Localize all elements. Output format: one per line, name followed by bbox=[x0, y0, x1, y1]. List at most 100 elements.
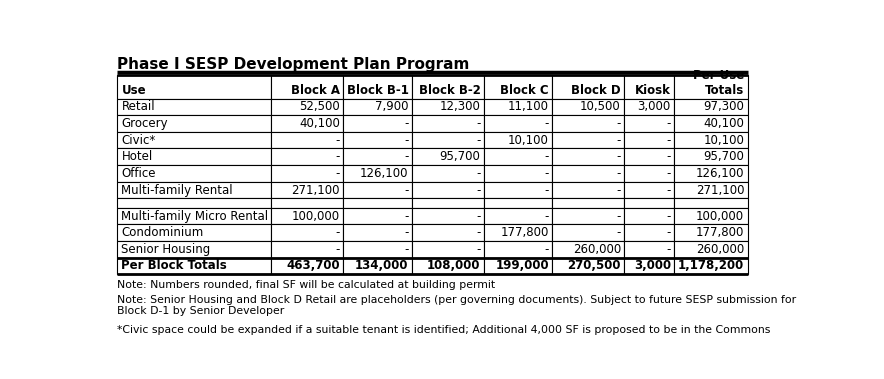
Bar bbox=[624, 182, 674, 198]
Text: -: - bbox=[667, 117, 671, 130]
Text: -: - bbox=[476, 167, 481, 180]
Bar bbox=[412, 132, 484, 149]
Text: 11,100: 11,100 bbox=[508, 100, 549, 113]
Bar bbox=[624, 165, 674, 182]
Bar bbox=[344, 224, 412, 241]
Text: Grocery: Grocery bbox=[121, 117, 168, 130]
Bar bbox=[271, 99, 344, 115]
Bar bbox=[271, 224, 344, 241]
Text: -: - bbox=[667, 150, 671, 163]
Bar bbox=[552, 165, 624, 182]
Bar bbox=[271, 132, 344, 149]
Text: 97,300: 97,300 bbox=[704, 100, 744, 113]
Text: 7,900: 7,900 bbox=[375, 100, 408, 113]
Bar bbox=[624, 198, 674, 208]
Bar bbox=[674, 149, 748, 165]
Bar bbox=[118, 224, 271, 241]
Text: -: - bbox=[667, 226, 671, 239]
Bar bbox=[271, 258, 344, 274]
Bar bbox=[412, 165, 484, 182]
Bar bbox=[344, 182, 412, 198]
Bar bbox=[412, 198, 484, 208]
Text: Block B-1: Block B-1 bbox=[347, 84, 408, 97]
Text: 40,100: 40,100 bbox=[704, 117, 744, 130]
Text: -: - bbox=[476, 243, 481, 256]
Text: Note: Numbers rounded, final SF will be calculated at building permit: Note: Numbers rounded, final SF will be … bbox=[118, 280, 495, 290]
Bar bbox=[118, 165, 271, 182]
Bar bbox=[412, 258, 484, 274]
Text: -: - bbox=[616, 150, 621, 163]
Text: -: - bbox=[667, 210, 671, 222]
Text: -: - bbox=[545, 210, 549, 222]
Bar bbox=[484, 241, 552, 258]
Text: 177,800: 177,800 bbox=[500, 226, 549, 239]
Bar bbox=[271, 208, 344, 224]
Bar bbox=[624, 149, 674, 165]
Bar bbox=[412, 182, 484, 198]
Bar bbox=[271, 149, 344, 165]
Text: 40,100: 40,100 bbox=[299, 117, 340, 130]
Text: 271,100: 271,100 bbox=[292, 183, 340, 197]
Text: -: - bbox=[545, 183, 549, 197]
Bar bbox=[118, 99, 271, 115]
Bar bbox=[552, 132, 624, 149]
Bar bbox=[271, 75, 344, 99]
Bar bbox=[118, 149, 271, 165]
Text: Per Use
Totals: Per Use Totals bbox=[693, 69, 744, 97]
Text: -: - bbox=[667, 167, 671, 180]
Bar bbox=[412, 149, 484, 165]
Text: 1,178,200: 1,178,200 bbox=[678, 260, 744, 273]
Bar bbox=[624, 75, 674, 99]
Text: 12,300: 12,300 bbox=[439, 100, 481, 113]
Text: Phase I SESP Development Plan Program: Phase I SESP Development Plan Program bbox=[118, 57, 469, 72]
Bar bbox=[344, 132, 412, 149]
Bar bbox=[624, 224, 674, 241]
Text: *Civic space could be expanded if a suitable tenant is identified; Additional 4,: *Civic space could be expanded if a suit… bbox=[118, 325, 771, 335]
Bar bbox=[674, 241, 748, 258]
Text: -: - bbox=[476, 210, 481, 222]
Text: 271,100: 271,100 bbox=[696, 183, 744, 197]
Text: 126,100: 126,100 bbox=[360, 167, 408, 180]
Bar bbox=[624, 208, 674, 224]
Text: -: - bbox=[336, 226, 340, 239]
Bar bbox=[344, 75, 412, 99]
Bar bbox=[674, 132, 748, 149]
Bar bbox=[344, 149, 412, 165]
Bar bbox=[552, 99, 624, 115]
Text: -: - bbox=[616, 134, 621, 147]
Bar bbox=[484, 115, 552, 132]
Text: -: - bbox=[476, 134, 481, 147]
Text: -: - bbox=[336, 134, 340, 147]
Text: Retail: Retail bbox=[121, 100, 155, 113]
Bar bbox=[118, 198, 271, 208]
Text: Kiosk: Kiosk bbox=[635, 84, 671, 97]
Bar bbox=[344, 99, 412, 115]
Text: -: - bbox=[336, 243, 340, 256]
Bar bbox=[674, 99, 748, 115]
Text: -: - bbox=[404, 134, 408, 147]
Text: Multi-family Rental: Multi-family Rental bbox=[121, 183, 233, 197]
Text: 260,000: 260,000 bbox=[696, 243, 744, 256]
Bar bbox=[344, 208, 412, 224]
Text: Use: Use bbox=[121, 84, 146, 97]
Text: -: - bbox=[476, 183, 481, 197]
Bar bbox=[271, 241, 344, 258]
Bar bbox=[412, 75, 484, 99]
Bar bbox=[484, 224, 552, 241]
Bar bbox=[412, 208, 484, 224]
Text: -: - bbox=[545, 150, 549, 163]
Text: -: - bbox=[336, 150, 340, 163]
Text: 134,000: 134,000 bbox=[355, 260, 408, 273]
Bar bbox=[674, 208, 748, 224]
Text: Hotel: Hotel bbox=[121, 150, 153, 163]
Text: -: - bbox=[667, 183, 671, 197]
Bar bbox=[271, 165, 344, 182]
Text: -: - bbox=[667, 243, 671, 256]
Text: 10,100: 10,100 bbox=[704, 134, 744, 147]
Text: -: - bbox=[476, 226, 481, 239]
Text: Condominium: Condominium bbox=[121, 226, 203, 239]
Text: 3,000: 3,000 bbox=[637, 100, 671, 113]
Bar bbox=[484, 149, 552, 165]
Text: -: - bbox=[667, 134, 671, 147]
Text: 100,000: 100,000 bbox=[696, 210, 744, 222]
